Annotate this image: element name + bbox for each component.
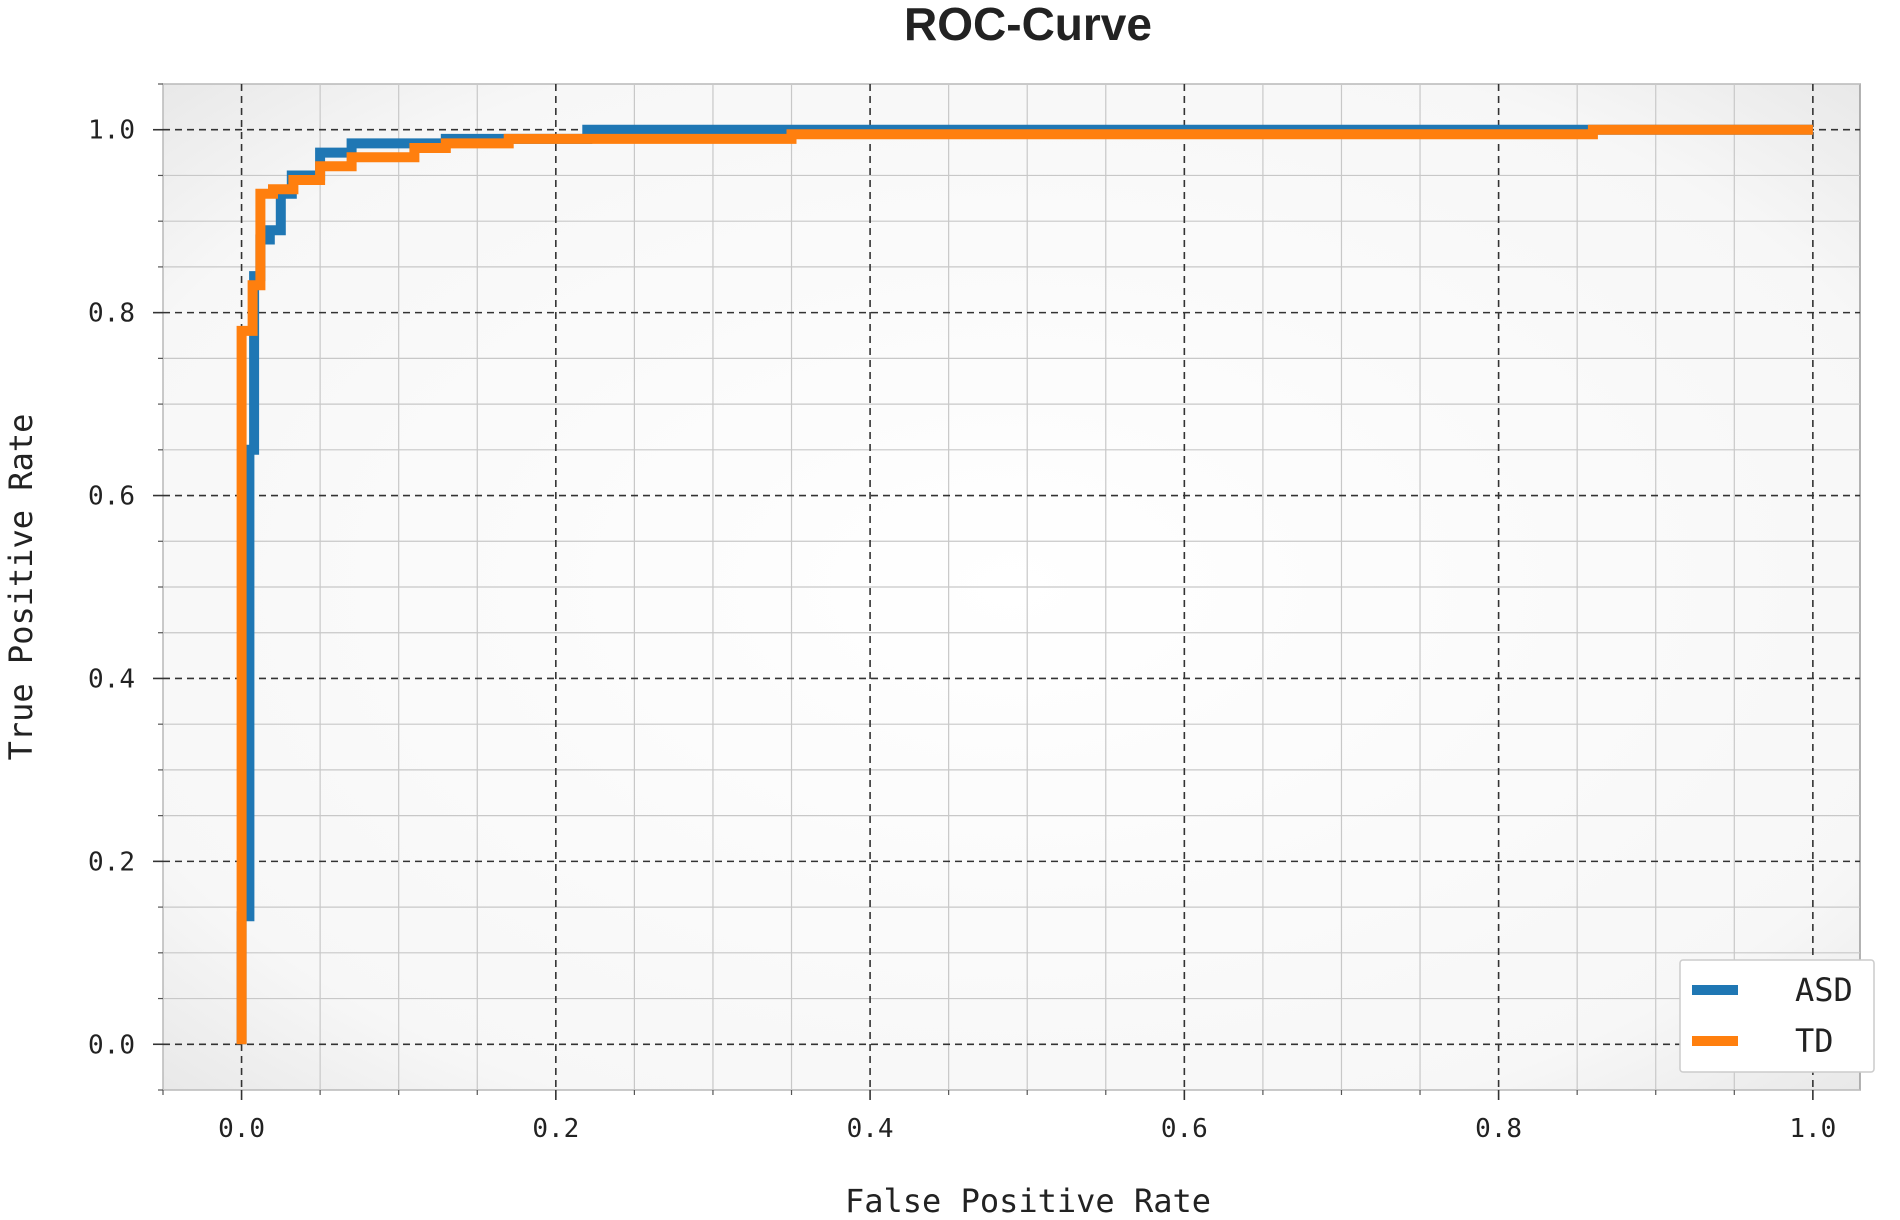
series-line-td — [236, 124, 1813, 1045]
x-tick-label: 0.8 — [1475, 1114, 1522, 1144]
y-tick-label: 1.0 — [88, 116, 135, 146]
x-tick-label: 0.6 — [1161, 1114, 1208, 1144]
legend-label-asd: ASD — [1795, 971, 1853, 1009]
x-axis-label: False Positive Rate — [845, 1182, 1211, 1220]
y-tick-label: 0.0 — [88, 1030, 135, 1060]
legend-label-td: TD — [1795, 1022, 1834, 1060]
x-tick-label: 0.2 — [532, 1114, 579, 1144]
x-tick-labels: 0.0 0.2 0.4 0.6 0.8 1.0 — [218, 1114, 1836, 1144]
legend: ASD TD — [1679, 959, 1875, 1073]
minor-grid — [162, 83, 1860, 1091]
y-tick-labels: 0.0 0.2 0.4 0.6 0.8 1.0 — [88, 116, 135, 1061]
x-tick-label: 0.0 — [218, 1114, 265, 1144]
y-tick-label: 0.8 — [88, 299, 135, 329]
x-tick-label: 0.4 — [847, 1114, 894, 1144]
y-tick-label: 0.4 — [88, 664, 135, 694]
major-grid — [163, 84, 1860, 1090]
chart-title: ROC-Curve — [904, 0, 1152, 50]
y-axis-label: True Positive Rate — [2, 414, 40, 761]
y-tick-label: 0.6 — [88, 482, 135, 512]
minor-ticks — [153, 83, 1814, 1100]
x-tick-label: 1.0 — [1789, 1114, 1836, 1144]
series-layer — [236, 124, 1813, 1045]
y-tick-label: 0.2 — [88, 847, 135, 877]
